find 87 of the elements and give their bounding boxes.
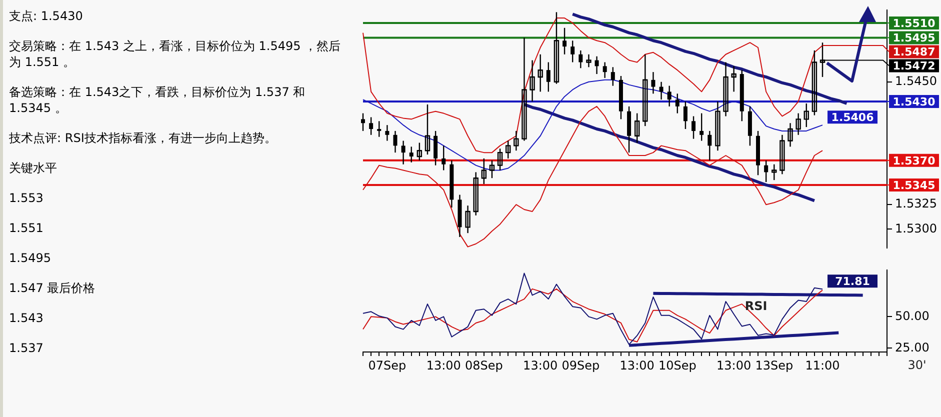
ref-line-label: 1.5510 [892, 16, 936, 30]
candlestick [361, 112, 365, 132]
x-tick-label: 13Sep [755, 358, 794, 372]
candlestick [692, 116, 696, 140]
y-tick-label: 50.00 [895, 308, 930, 323]
candlestick [804, 102, 809, 128]
text: 关键水平 [9, 160, 58, 176]
candlestick [788, 122, 793, 148]
candlestick [442, 145, 446, 171]
x-tick-label: 07Sep [368, 358, 406, 372]
candlestick [506, 140, 511, 160]
candlestick [731, 66, 736, 92]
candlestick [562, 27, 567, 55]
text: 1.553 [9, 190, 44, 206]
x-tick-label: 13:00 [620, 358, 654, 372]
text: 1.537 [9, 340, 44, 356]
candlestick [416, 142, 422, 162]
candlestick [473, 172, 478, 216]
ref-line-label: 1.5430 [892, 95, 936, 108]
candlestick [683, 100, 688, 130]
candlestick [812, 50, 818, 116]
ref-line-label: 1.5345 [892, 178, 936, 192]
candlestick [409, 146, 414, 163]
x-tick-label: 08Sep [464, 358, 503, 372]
x-tick-label: 11:00 [805, 358, 840, 372]
text: 30' [908, 358, 926, 372]
candlestick [481, 158, 487, 185]
candlestick [538, 54, 543, 92]
candlestick [489, 160, 495, 179]
candlestick [514, 130, 519, 152]
candlestick [570, 40, 575, 63]
candlestick [578, 50, 583, 69]
candlestick [393, 130, 398, 154]
data-label: 1.5406 [831, 110, 874, 124]
text: 1.543 [9, 310, 44, 326]
candlestick [594, 56, 599, 75]
candlestick [715, 100, 720, 152]
y-tick-label: 1.5325 [895, 196, 937, 211]
candlestick [780, 134, 785, 175]
candlestick [659, 81, 664, 100]
candlestick [651, 71, 656, 94]
candlestick [530, 60, 535, 102]
candlestick [772, 164, 777, 181]
candlestick [675, 93, 680, 114]
x-tick-label: 13:00 [523, 358, 558, 372]
candlestick [554, 12, 560, 84]
text: 支点: 1.5430 [9, 8, 84, 24]
candlestick [586, 54, 592, 68]
candlestick [634, 112, 640, 144]
candlestick [642, 54, 648, 127]
x-tick-label: 13:00 [426, 358, 461, 372]
candlestick [522, 37, 527, 142]
candlestick [610, 66, 615, 86]
candlestick [602, 62, 607, 79]
text: 交易策略：在 1.543 之上，看涨，目标价位为 1.5495 ，然后为 1.551 。 [9, 38, 342, 70]
candlestick [700, 112, 704, 142]
x-tick-label: 09Sep [562, 358, 600, 372]
candlestick [424, 104, 430, 156]
x-tick-label: 10Sep [658, 358, 696, 372]
candlestick [497, 148, 503, 171]
text: 技术点评: RSI技术指标看涨，有进一步向上趋势。 [9, 130, 278, 146]
text: 1.551 [9, 220, 44, 236]
candlestick [796, 112, 801, 136]
x-tick-label: 13:00 [716, 358, 752, 372]
candlestick [434, 130, 438, 166]
candlestick [723, 62, 728, 117]
candlestick [369, 116, 374, 136]
candlestick [546, 62, 550, 92]
ref-line-label: 1.5370 [892, 154, 936, 168]
text: 1.5495 [9, 250, 52, 266]
candlestick [377, 120, 382, 138]
y-tick-label: 1.5300 [895, 221, 937, 236]
candlestick [401, 140, 406, 165]
text: 备选策略：在 1.543之下，看跌，目标价位为 1.537 和 1.5345 。 [9, 84, 306, 116]
annotation: 1.5472 [892, 60, 936, 73]
candlestick [708, 130, 712, 162]
y-tick-label: 25.00 [895, 340, 930, 354]
candlestick [667, 85, 672, 108]
candlestick [465, 204, 470, 234]
ref-line-label: 1.5495 [892, 32, 936, 45]
candlestick [385, 124, 390, 142]
data-label: 71.81 [835, 275, 870, 288]
candlestick [764, 160, 768, 183]
data-label: 1.5487 [892, 46, 936, 59]
text: 1.547 最后价格 [9, 280, 96, 296]
y-tick-label: 1.5450 [895, 74, 937, 88]
annotation: RSI [744, 299, 768, 314]
